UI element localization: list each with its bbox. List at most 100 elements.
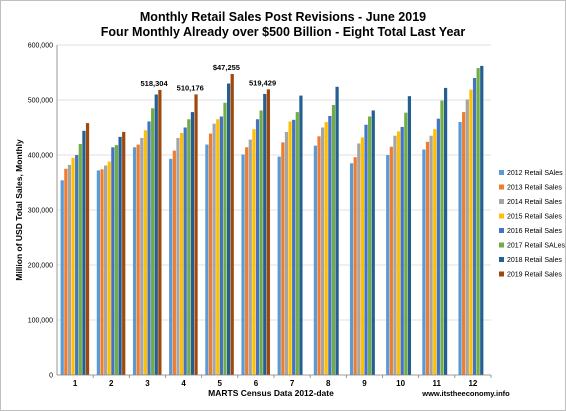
x-tick-label: 1 xyxy=(73,379,78,388)
bar xyxy=(85,123,90,375)
bar xyxy=(353,157,357,375)
y-tick-label: 0 xyxy=(49,373,53,380)
bar xyxy=(75,155,79,375)
legend-label: 2015 Retail Sales xyxy=(507,214,562,221)
y-tick-label: 100,000 xyxy=(28,318,53,325)
bar xyxy=(436,118,440,375)
bar xyxy=(226,83,231,375)
bar xyxy=(154,94,158,375)
bar xyxy=(404,112,408,376)
bar xyxy=(313,145,317,375)
legend-swatch xyxy=(499,228,504,233)
bar xyxy=(368,116,372,375)
bar xyxy=(60,180,64,375)
bar xyxy=(443,87,448,376)
legend-label: 2018 Retail Sales xyxy=(507,257,562,264)
y-tick-label: 500,000 xyxy=(28,98,53,105)
legend-swatch xyxy=(499,213,504,219)
bar xyxy=(212,123,216,376)
legend: 2012 Retail SAles 2013 Retail Sales 2014 R… xyxy=(499,170,565,279)
bar xyxy=(208,133,213,375)
bars xyxy=(60,65,484,376)
bar xyxy=(266,89,270,375)
bar xyxy=(255,119,260,375)
bar xyxy=(317,136,321,375)
bar xyxy=(216,119,220,375)
x-tick-label: 9 xyxy=(362,379,367,388)
bar xyxy=(223,102,227,375)
bar xyxy=(357,143,361,375)
bar xyxy=(176,137,180,375)
bar xyxy=(335,86,339,376)
legend-swatch xyxy=(499,170,504,175)
bar xyxy=(194,94,198,375)
gridlines xyxy=(57,44,491,321)
x-tick-label: 10 xyxy=(396,379,405,388)
bar xyxy=(230,74,234,375)
x-tick-label: 2 xyxy=(109,379,114,388)
bar xyxy=(425,141,430,375)
bar xyxy=(433,129,437,375)
bar xyxy=(147,121,151,375)
chart-subtitle: Four Monthly Already over $500 Billion -… xyxy=(101,25,466,39)
bar xyxy=(169,158,173,375)
legend-swatch xyxy=(499,184,504,190)
bar xyxy=(122,131,126,375)
bar xyxy=(292,119,296,375)
bar xyxy=(299,95,303,375)
annotations: 518,304 510,176 $47,255 519,429 xyxy=(141,63,277,92)
bar xyxy=(107,161,111,375)
bar xyxy=(187,119,191,375)
legend-swatch xyxy=(499,257,504,262)
bar xyxy=(386,155,390,375)
axes: 0 100,000 200,000 300,000 400,000 500,000 600,… xyxy=(28,43,492,388)
bar xyxy=(407,96,412,376)
bar xyxy=(151,108,155,375)
x-tick-label: 11 xyxy=(433,379,442,388)
bar xyxy=(396,131,401,375)
legend-label: 2017 Retail SALes xyxy=(507,243,565,250)
bar xyxy=(183,127,187,375)
data-label: $47,255 xyxy=(213,63,240,72)
bar xyxy=(143,130,148,375)
bar xyxy=(360,137,365,375)
x-tick-label: 8 xyxy=(326,379,331,388)
x-tick-label: 12 xyxy=(468,379,477,388)
legend-label: 2013 Retail Sales xyxy=(507,185,562,192)
legend-swatch xyxy=(499,271,504,277)
x-tick-label: 7 xyxy=(290,379,295,388)
x-tick-label: 3 xyxy=(145,379,150,388)
bar xyxy=(364,124,368,375)
data-label: 510,176 xyxy=(177,83,204,92)
bar xyxy=(205,144,209,375)
bar xyxy=(393,135,397,375)
bar xyxy=(331,104,336,375)
bar xyxy=(389,146,393,375)
bar xyxy=(248,139,252,375)
bar xyxy=(284,131,289,375)
bar xyxy=(140,137,144,375)
bar xyxy=(114,145,119,375)
y-tick-label: 200,000 xyxy=(28,263,53,270)
bar xyxy=(100,169,104,375)
bar xyxy=(462,112,466,375)
bar xyxy=(458,122,462,375)
legend-label: 2014 Retail Sales xyxy=(507,199,562,206)
bar xyxy=(252,129,256,375)
legend-label: 2012 Retail SAles xyxy=(507,170,563,177)
bar xyxy=(259,110,263,375)
bar xyxy=(96,170,100,375)
bar xyxy=(104,165,108,375)
bar xyxy=(277,156,281,375)
bar xyxy=(111,147,115,375)
data-label: 519,429 xyxy=(249,78,276,87)
bar xyxy=(400,126,404,375)
bar xyxy=(429,135,433,375)
bar xyxy=(324,122,328,375)
legend-swatch xyxy=(499,199,504,204)
legend-swatch xyxy=(499,242,504,248)
x-axis-title: MARTS Census Data 2012-date xyxy=(208,388,334,398)
data-label: 518,304 xyxy=(141,79,169,88)
